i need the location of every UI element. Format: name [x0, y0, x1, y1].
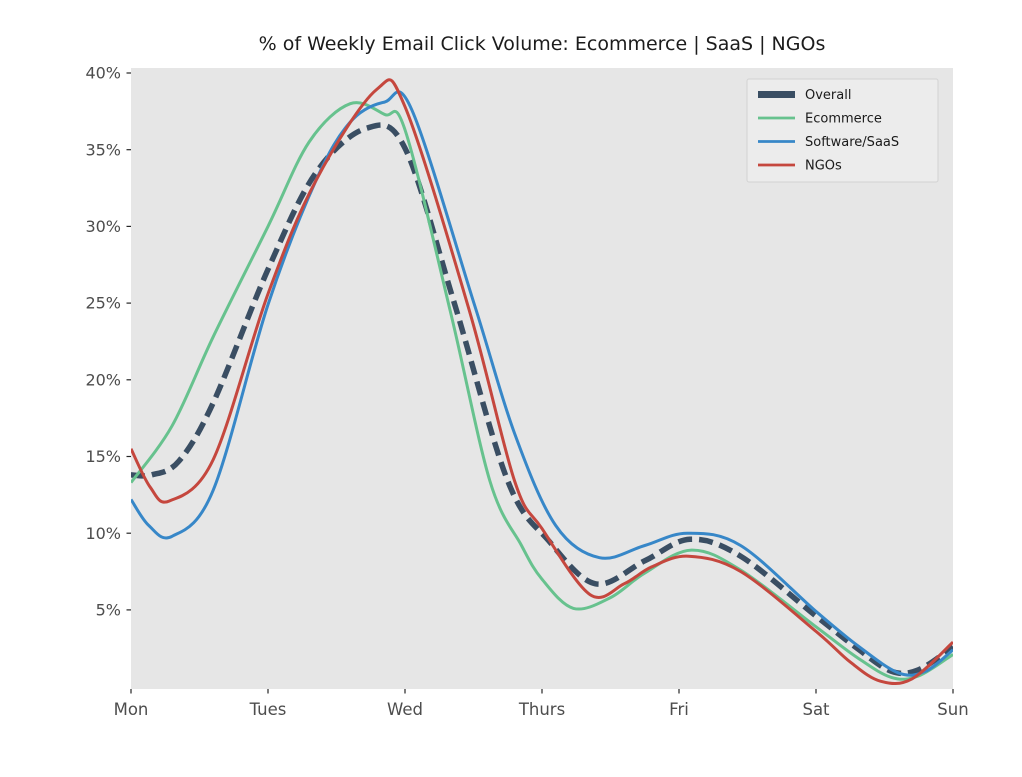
y-tick-label-40: 40%	[85, 64, 121, 83]
x-tick-label-fri: Fri	[669, 700, 689, 719]
series-line-overall	[131, 122, 953, 677]
x-tick-label-mon: Mon	[114, 700, 149, 719]
y-tick-label-10: 10%	[85, 524, 121, 543]
series-line-ecommerce	[131, 101, 953, 681]
x-tick-label-wed: Wed	[387, 700, 423, 719]
y-tick-label-30: 30%	[85, 217, 121, 236]
legend-label-ngos: NGOs	[805, 159, 842, 174]
y-tick-label-15: 15%	[85, 447, 121, 466]
series-line-software-saas	[131, 90, 953, 677]
y-tick-label-5: 5%	[96, 601, 121, 620]
legend-label-overall: Overall	[805, 88, 851, 103]
chart-title: % of Weekly Email Click Volume: Ecommerc…	[258, 33, 826, 55]
legend-label-software-saas: Software/SaaS	[805, 135, 899, 150]
x-tick-label-thurs: Thurs	[518, 700, 565, 719]
x-tick-label-tues: Tues	[249, 700, 287, 719]
y-tick-label-35: 35%	[85, 140, 121, 159]
y-tick-label-20: 20%	[85, 370, 121, 389]
series-line-ngos	[131, 78, 953, 686]
x-tick-label-sat: Sat	[802, 700, 830, 719]
x-tick-label-sun: Sun	[937, 700, 968, 719]
legend-label-ecommerce: Ecommerce	[805, 112, 882, 127]
y-tick-label-25: 25%	[85, 294, 121, 313]
legend	[746, 78, 939, 183]
